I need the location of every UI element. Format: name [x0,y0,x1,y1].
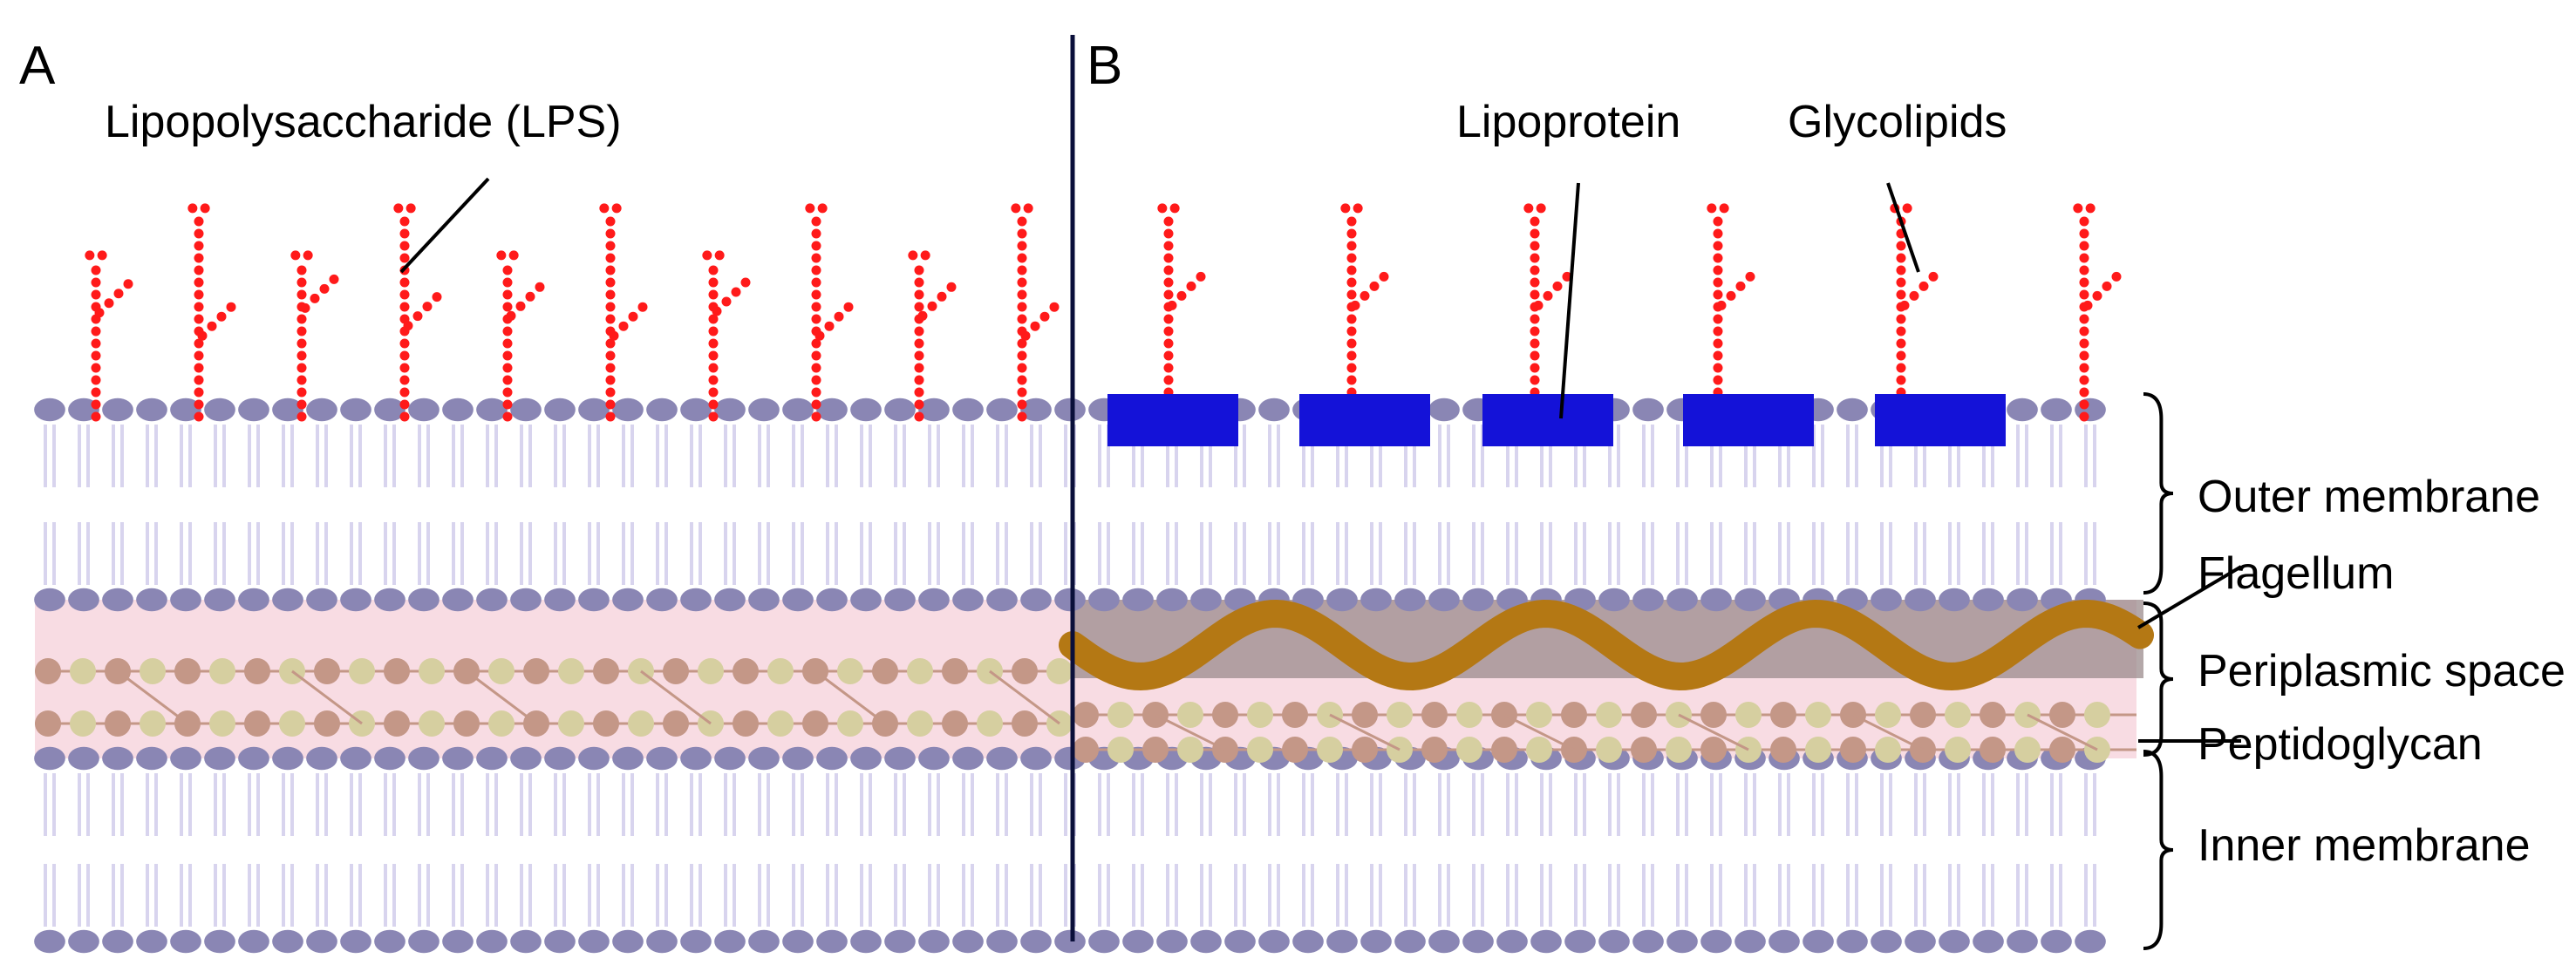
label-lps: Lipopolysaccharide (LPS) [105,96,622,148]
diagram-canvas: A B Lipopolysaccharide (LPS) Lipoprotein… [0,0,2576,961]
label-inner-membrane: Inner membrane [2198,819,2531,872]
brace-outer-membrane [2143,394,2173,593]
label-flagellum: Flagellum [2198,547,2394,600]
inner-membrane [34,747,2106,954]
brace-inner-membrane [2143,751,2173,948]
label-lipoprotein: Lipoprotein [1456,96,1680,148]
leader-lps [401,179,488,272]
label-periplasmic-space: Periplasmic space [2198,645,2566,697]
label-peptidoglycan: Peptidoglycan [2198,718,2483,771]
glycolipids-panel-b [1157,203,2121,421]
panel-letter-a: A [19,35,55,97]
panel-letter-b: B [1087,35,1122,97]
label-outer-membrane: Outer membrane [2198,471,2540,523]
lps-panel-a [85,203,1059,421]
label-glycolipids: Glycolipids [1788,96,2007,148]
leader-lipoprotein [1561,183,1578,418]
